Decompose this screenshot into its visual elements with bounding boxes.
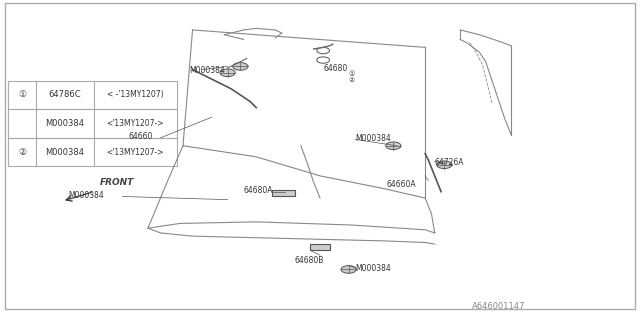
Bar xyxy=(272,189,294,196)
Text: M000384: M000384 xyxy=(355,264,391,273)
Text: < -'13MY1207): < -'13MY1207) xyxy=(107,91,163,100)
Text: M000384: M000384 xyxy=(355,134,391,143)
Bar xyxy=(310,244,330,251)
Text: M000384: M000384 xyxy=(68,191,104,200)
Circle shape xyxy=(386,142,401,149)
Circle shape xyxy=(220,69,236,76)
Text: 64786C: 64786C xyxy=(49,91,81,100)
Circle shape xyxy=(233,63,248,70)
Text: <'13MY1207->: <'13MY1207-> xyxy=(106,148,164,156)
Text: <'13MY1207->: <'13MY1207-> xyxy=(106,119,164,128)
Bar xyxy=(8,81,177,109)
Bar xyxy=(8,109,177,138)
Text: ②: ② xyxy=(349,77,355,83)
Text: ①: ① xyxy=(18,91,26,100)
Text: M000384: M000384 xyxy=(45,148,84,156)
Bar xyxy=(8,138,177,166)
Circle shape xyxy=(436,161,452,169)
Text: 64680: 64680 xyxy=(323,64,348,73)
Text: A646001147: A646001147 xyxy=(472,302,525,311)
Text: 64660A: 64660A xyxy=(387,180,417,189)
Text: M000384: M000384 xyxy=(189,66,225,75)
Text: ①: ① xyxy=(349,71,355,77)
Text: 64680B: 64680B xyxy=(294,256,324,265)
Text: 64680A: 64680A xyxy=(244,186,273,195)
Text: ②: ② xyxy=(18,148,26,156)
Text: 64660: 64660 xyxy=(129,132,153,141)
Circle shape xyxy=(341,266,356,273)
Text: 64726A: 64726A xyxy=(435,158,464,167)
Text: M000384: M000384 xyxy=(45,119,84,128)
Text: FRONT: FRONT xyxy=(100,178,134,188)
